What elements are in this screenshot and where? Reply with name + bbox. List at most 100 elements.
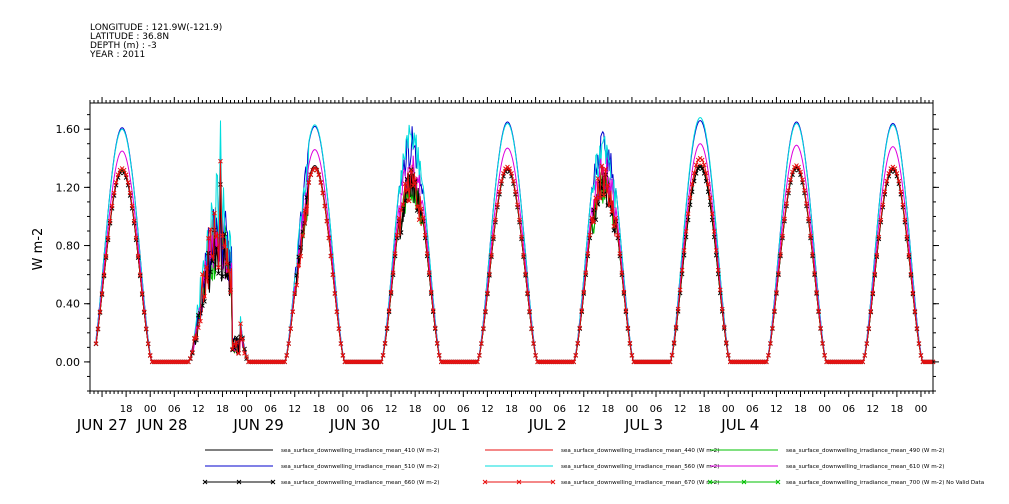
series-marker	[196, 325, 201, 331]
legend-marker	[741, 479, 747, 485]
series-marker	[396, 215, 402, 221]
series-marker	[784, 201, 789, 207]
series-marker	[707, 195, 713, 201]
series-marker	[810, 252, 815, 257]
series-marker	[617, 251, 623, 256]
series-marker	[234, 335, 239, 341]
series-marker	[820, 340, 825, 346]
series-marker	[619, 270, 625, 276]
series-marker	[286, 341, 292, 346]
series-marker	[121, 167, 127, 173]
series-marker	[583, 270, 589, 276]
series-marker	[475, 359, 480, 365]
series-marker	[711, 234, 717, 240]
x-date-label: JUL 1	[431, 416, 470, 434]
legend-label: sea_surface_downwelling_irradiance_mean_…	[786, 448, 944, 454]
legend-marker	[236, 479, 242, 485]
series-marker	[511, 178, 516, 184]
series-marker	[316, 172, 322, 178]
series-marker	[723, 340, 729, 345]
series-marker	[204, 264, 209, 270]
series-marker	[906, 252, 912, 258]
x-hour-label: 12	[770, 404, 783, 415]
y-tick-label: 0.80	[56, 240, 81, 253]
x-hour-label: 18	[216, 404, 229, 415]
series-marker	[673, 324, 679, 330]
series-marker	[517, 217, 522, 223]
x-hour-label: 18	[505, 404, 518, 415]
legend-label: sea_surface_downwelling_irradiance_mean_…	[561, 448, 719, 454]
x-hour-label: 00	[915, 404, 928, 415]
series-marker	[416, 217, 422, 223]
series-marker	[334, 309, 340, 315]
series-marker	[336, 326, 342, 332]
series-marker	[772, 308, 777, 314]
series-marker	[115, 172, 121, 178]
series-marker	[625, 325, 631, 331]
series-marker	[585, 251, 591, 256]
header-latitude: LATITUDE : 36.8N	[90, 32, 170, 42]
series-marker	[667, 359, 673, 365]
series-marker	[593, 195, 599, 201]
series-marker	[402, 181, 408, 187]
y-axis-label: W m-2	[31, 228, 46, 271]
series-marker	[212, 210, 217, 216]
legend: sea_surface_downwelling_irradiance_mean_…	[202, 448, 984, 486]
legend-label: sea_surface_downwelling_irradiance_mean_…	[561, 480, 719, 486]
x-hour-label: 06	[650, 404, 663, 415]
series-marker	[770, 325, 775, 331]
series-marker	[188, 355, 193, 361]
series-marker	[912, 308, 918, 314]
x-hour-label: 18	[698, 404, 711, 415]
series-marker	[683, 229, 689, 234]
series-marker	[701, 162, 707, 168]
series-marker	[669, 352, 675, 358]
series-marker	[788, 177, 793, 183]
series-marker	[240, 336, 245, 342]
series-marker	[332, 291, 338, 296]
series-marker	[487, 271, 492, 277]
series-marker	[597, 195, 603, 201]
series-marker	[705, 181, 711, 187]
x-hour-label: 12	[192, 404, 205, 415]
series-marker	[703, 170, 709, 176]
series-marker	[679, 267, 685, 273]
series-marker	[202, 293, 207, 299]
series-marker	[812, 271, 817, 276]
series-marker	[711, 229, 717, 234]
series-marker	[306, 180, 312, 185]
series-marker	[581, 289, 587, 295]
axes-layer: 0.00 0.40 0.80 1.20 1.60 18 00 06 12 18 00 06 12 18 00…	[56, 97, 939, 434]
series-marker	[222, 244, 227, 250]
series-marker	[607, 201, 613, 207]
series-marker	[778, 252, 783, 257]
series-marker	[129, 203, 135, 209]
series-marker	[577, 325, 583, 331]
header-year: YEAR : 2011	[90, 50, 146, 60]
series-marker	[621, 289, 627, 295]
y-tick-label: 0.00	[56, 356, 81, 369]
series-marker	[629, 352, 635, 358]
legend-marker	[707, 479, 713, 485]
series-marker	[611, 227, 617, 233]
series-marker	[424, 251, 430, 256]
series-marker	[615, 232, 621, 238]
series-marker	[434, 340, 440, 346]
series-marker	[414, 204, 420, 210]
series-marker	[519, 234, 524, 240]
series-marker	[603, 166, 609, 172]
legend-marker	[482, 479, 488, 485]
x-hour-label: 00	[818, 404, 831, 415]
series-marker	[101, 272, 107, 278]
series-marker	[127, 190, 133, 196]
series-marker	[408, 168, 414, 173]
series-marker	[242, 346, 247, 352]
x-hour-label: 18	[409, 404, 422, 415]
x-hour-label: 00	[337, 404, 350, 415]
series-marker	[394, 232, 400, 238]
x-hour-label: 06	[264, 404, 277, 415]
series-marker	[595, 176, 601, 181]
series-marker	[884, 178, 890, 184]
series-marker	[105, 235, 111, 241]
series-marker	[236, 350, 241, 356]
